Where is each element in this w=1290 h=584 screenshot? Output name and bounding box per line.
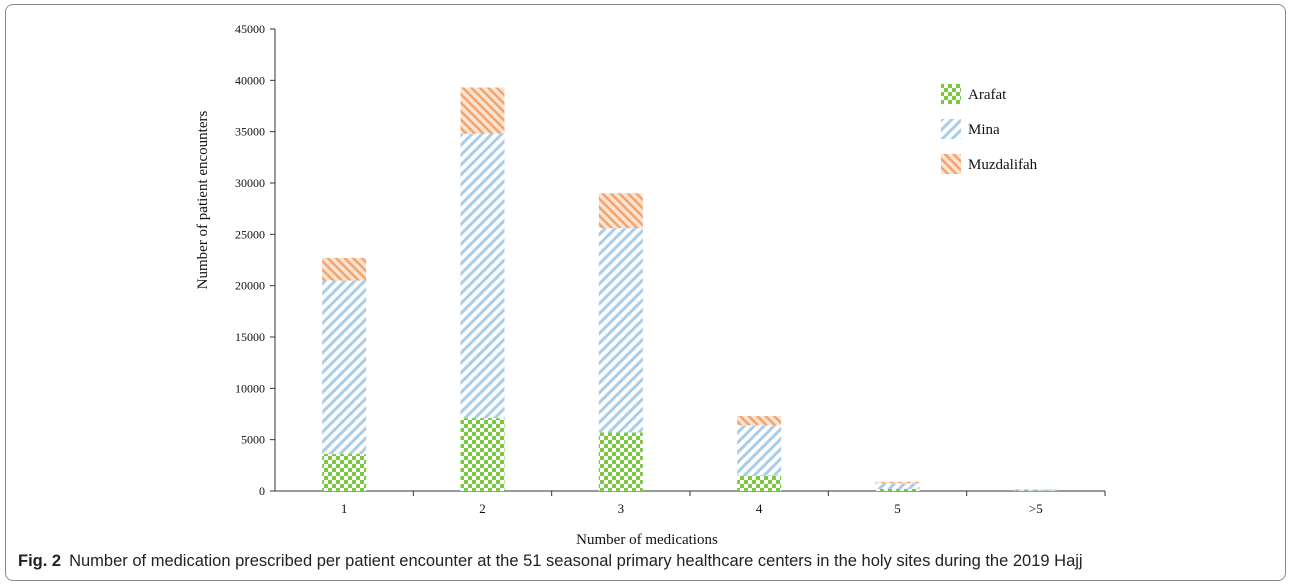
x-tick-label: 5 [894,501,901,516]
x-axis-label: Number of medications [576,532,718,548]
legend-swatch-muzdalifah [941,154,961,174]
legend-swatch-mina [941,119,961,139]
axes: 0 5000 10000 15000 20000 25000 30000 35000 40000… [235,22,1106,516]
y-tick-label: 40000 [235,73,265,87]
y-tick-label: 45000 [235,22,265,36]
figure-caption: Fig. 2 Number of medication prescribed pe… [18,552,1283,571]
bar-mina [322,280,367,455]
legend-swatch-arafat [941,84,961,104]
bar-arafat [737,475,782,491]
bar-mina [875,483,920,489]
legend: Arafat Mina Muzdalifah [941,84,1038,174]
bar-mina [598,228,643,433]
bar-muzdalifah [322,257,367,281]
bar-muzdalifah [460,87,505,134]
bar-muzdalifah [598,193,643,229]
bar-arafat [598,432,643,491]
bar-muzdalifah [737,416,782,426]
legend-label-mina: Mina [968,122,1000,138]
x-tick-label: 3 [618,501,625,516]
x-tick-label: >5 [1029,501,1043,516]
bars [322,87,1058,491]
y-tick-label: 20000 [235,279,265,293]
x-tick-label: 4 [756,501,763,516]
y-tick-label: 5000 [241,433,265,447]
y-tick-label: 10000 [235,381,265,395]
figure-number: Fig. 2 [18,552,62,570]
y-tick-label: 25000 [235,227,265,241]
bar-mina [737,425,782,476]
y-tick-label: 0 [259,484,265,498]
y-axis-label: Number of patient encounters [195,111,211,290]
y-tick-label: 30000 [235,176,265,190]
x-tick-label: 1 [341,501,348,516]
caption-text: Number of medication prescribed per pati… [69,552,1083,570]
chart: 0 5000 10000 15000 20000 25000 30000 35000 40000… [195,22,1106,548]
figure-frame [5,4,1286,581]
bar-mina [1013,489,1058,491]
bar-muzdalifah [875,481,920,484]
bar-mina [460,133,505,419]
bar-arafat [875,488,920,491]
legend-label-arafat: Arafat [968,87,1007,103]
x-tick-label: 2 [479,501,486,516]
y-tick-label: 15000 [235,330,265,344]
legend-label-muzdalifah: Muzdalifah [968,157,1038,173]
bar-arafat [322,454,367,491]
bar-arafat [460,418,505,491]
y-tick-label: 35000 [235,125,265,139]
